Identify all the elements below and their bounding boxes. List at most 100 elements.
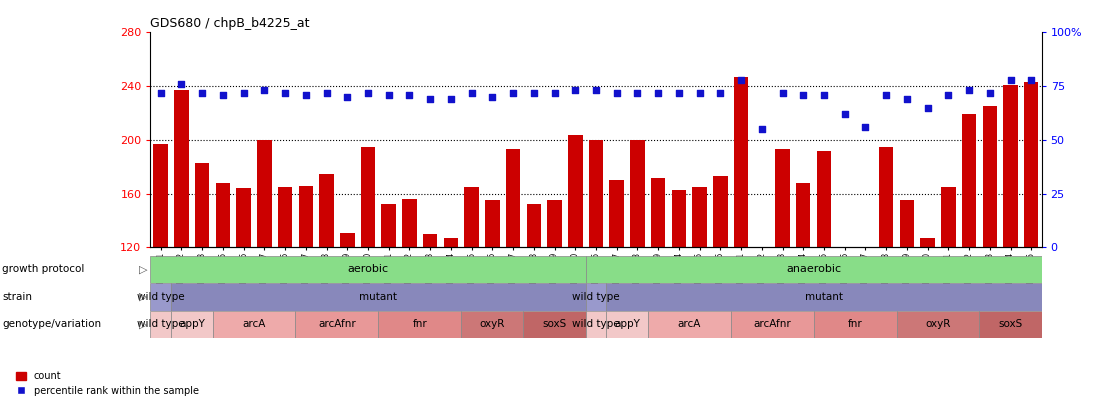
Bar bbox=[775, 149, 790, 247]
Bar bbox=[979, 311, 1042, 338]
Bar bbox=[1004, 85, 1018, 247]
Bar bbox=[150, 311, 172, 338]
Bar bbox=[797, 183, 811, 247]
Bar bbox=[524, 311, 586, 338]
Bar bbox=[150, 256, 586, 283]
Point bbox=[297, 92, 315, 98]
Bar bbox=[506, 149, 520, 247]
Bar bbox=[858, 247, 872, 257]
Text: appY: appY bbox=[614, 320, 641, 329]
Bar bbox=[897, 311, 979, 338]
Bar bbox=[586, 256, 1042, 283]
Bar bbox=[154, 144, 168, 247]
Point bbox=[214, 92, 232, 98]
Text: oxyR: oxyR bbox=[480, 320, 505, 329]
Point bbox=[773, 90, 791, 96]
Text: ▷: ▷ bbox=[138, 320, 147, 329]
Bar bbox=[361, 147, 375, 247]
Text: soxS: soxS bbox=[998, 320, 1023, 329]
Text: ▷: ▷ bbox=[138, 292, 147, 302]
Point bbox=[980, 90, 998, 96]
Bar bbox=[299, 185, 313, 247]
Text: wild type: wild type bbox=[137, 320, 185, 329]
Text: wild type: wild type bbox=[573, 292, 619, 302]
Bar bbox=[381, 205, 395, 247]
Point bbox=[380, 92, 398, 98]
Bar bbox=[961, 114, 976, 247]
Point bbox=[628, 90, 646, 96]
Bar bbox=[195, 163, 209, 247]
Point bbox=[815, 92, 833, 98]
Point bbox=[525, 90, 543, 96]
Legend: count, percentile rank within the sample: count, percentile rank within the sample bbox=[16, 371, 198, 396]
Point bbox=[877, 92, 895, 98]
Bar bbox=[527, 205, 541, 247]
Text: growth protocol: growth protocol bbox=[2, 264, 85, 274]
Bar bbox=[277, 187, 292, 247]
Point bbox=[173, 81, 190, 87]
Bar bbox=[174, 90, 188, 247]
Bar bbox=[731, 311, 813, 338]
Bar bbox=[754, 247, 769, 254]
Point bbox=[608, 90, 626, 96]
Text: soxS: soxS bbox=[543, 320, 567, 329]
Bar bbox=[713, 176, 727, 247]
Bar bbox=[900, 200, 915, 247]
Point bbox=[442, 96, 460, 102]
Text: ▷: ▷ bbox=[138, 264, 147, 274]
Bar bbox=[606, 283, 1042, 311]
Bar bbox=[817, 151, 831, 247]
Text: anaerobic: anaerobic bbox=[786, 264, 841, 274]
Point bbox=[339, 94, 356, 100]
Text: arcA: arcA bbox=[677, 320, 701, 329]
Point bbox=[898, 96, 916, 102]
Point bbox=[649, 90, 667, 96]
Text: wild type: wild type bbox=[573, 320, 619, 329]
Point bbox=[462, 90, 480, 96]
Text: genotype/variation: genotype/variation bbox=[2, 320, 101, 329]
Bar bbox=[485, 200, 499, 247]
Bar bbox=[568, 134, 583, 247]
Text: oxyR: oxyR bbox=[926, 320, 950, 329]
Point bbox=[152, 90, 169, 96]
Point bbox=[359, 90, 377, 96]
Text: wild type: wild type bbox=[137, 292, 185, 302]
Bar bbox=[609, 180, 624, 247]
Point bbox=[483, 94, 501, 100]
Point bbox=[276, 90, 294, 96]
Point bbox=[1023, 77, 1040, 83]
Point bbox=[587, 87, 605, 94]
Point bbox=[939, 92, 957, 98]
Bar bbox=[172, 283, 586, 311]
Point bbox=[1001, 77, 1019, 83]
Bar bbox=[379, 311, 461, 338]
Point bbox=[194, 90, 212, 96]
Point bbox=[546, 90, 564, 96]
Bar bbox=[465, 187, 479, 247]
Bar bbox=[216, 183, 231, 247]
Bar bbox=[838, 247, 852, 250]
Point bbox=[712, 90, 730, 96]
Bar bbox=[941, 187, 956, 247]
Text: strain: strain bbox=[2, 292, 32, 302]
Text: arcA: arcA bbox=[243, 320, 266, 329]
Bar bbox=[172, 311, 213, 338]
Point bbox=[960, 87, 978, 94]
Bar bbox=[423, 234, 438, 247]
Bar bbox=[213, 311, 295, 338]
Text: mutant: mutant bbox=[360, 292, 398, 302]
Point bbox=[421, 96, 439, 102]
Bar bbox=[586, 311, 606, 338]
Bar bbox=[236, 188, 251, 247]
Text: arcAfnr: arcAfnr bbox=[753, 320, 791, 329]
Text: fnr: fnr bbox=[848, 320, 862, 329]
Point bbox=[566, 87, 584, 94]
Bar bbox=[547, 200, 561, 247]
Bar bbox=[320, 173, 334, 247]
Point bbox=[505, 90, 522, 96]
Text: fnr: fnr bbox=[412, 320, 427, 329]
Text: GDS680 / chpB_b4225_at: GDS680 / chpB_b4225_at bbox=[150, 17, 310, 30]
Bar bbox=[150, 283, 172, 311]
Text: appY: appY bbox=[179, 320, 205, 329]
Bar bbox=[586, 283, 606, 311]
